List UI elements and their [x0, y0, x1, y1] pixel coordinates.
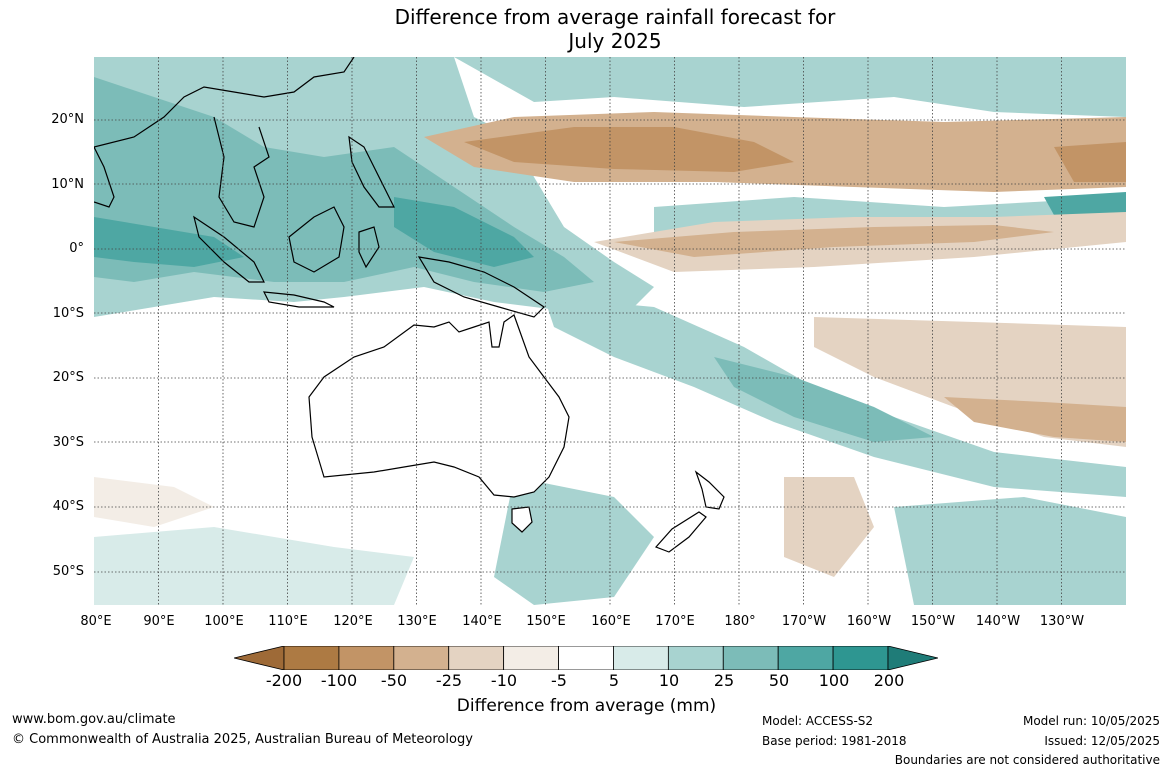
- colorbar-swatch: [283, 646, 340, 670]
- colorbar-arrow-low: [234, 646, 285, 670]
- wet-core-spcz: [714, 357, 934, 442]
- lon-label-150e: 150°E: [526, 614, 566, 629]
- india-tip-outline: [94, 146, 115, 208]
- lon-label-80e: 80°E: [80, 614, 112, 629]
- lon-label-180: 180°: [724, 614, 756, 629]
- new-zealand-south: [654, 511, 707, 553]
- colorbar-swatch: [558, 646, 614, 670]
- lon-label-130w: 130°W: [1039, 614, 1085, 629]
- wet-core-equator-pacific: [1044, 192, 1126, 217]
- philippines-outline: [348, 135, 395, 208]
- colorbar-swatch: [777, 646, 834, 670]
- website-link[interactable]: www.bom.gov.au/climate: [12, 712, 176, 727]
- lon-label-170w: 170°W: [781, 614, 827, 629]
- lon-label-160w: 160°W: [846, 614, 892, 629]
- colorbar-title: Difference from average (mm): [456, 696, 717, 716]
- lon-label-170e: 170°E: [655, 614, 695, 629]
- lon-label-140w: 140°W: [975, 614, 1021, 629]
- colorbar-tick: 200: [873, 671, 905, 690]
- lon-label-140e: 140°E: [462, 614, 502, 629]
- lat-label-30s: 30°S: [52, 435, 84, 450]
- colorbar-swatch: [613, 646, 669, 670]
- colorbar-tick: 25: [713, 671, 735, 690]
- borneo-outline: [288, 206, 345, 273]
- wet-southern-indian-ocean: [94, 527, 414, 605]
- australia-outline: [308, 314, 570, 498]
- base-period-text: Base period: 1981-2018: [762, 734, 907, 748]
- colorbar-tick: 5: [608, 671, 620, 690]
- colorbar-swatch: [393, 646, 450, 670]
- chart-title: Difference from average rainfall forecas…: [0, 5, 1173, 53]
- lat-label-20s: 20°S: [52, 370, 84, 385]
- indochina-outline: [213, 116, 270, 228]
- lon-label-160e: 160°E: [591, 614, 631, 629]
- colorbar-tick: -5: [551, 671, 567, 690]
- dry-core-south-pacific: [944, 397, 1126, 442]
- lon-label-130e: 130°E: [397, 614, 437, 629]
- wet-core-indian-ocean: [94, 217, 244, 267]
- lon-label-90e: 90°E: [143, 614, 175, 629]
- java-outline: [262, 291, 335, 308]
- colorbar-swatches: [234, 646, 938, 670]
- title-line-2: July 2025: [568, 29, 662, 53]
- lon-label-100e: 100°E: [204, 614, 244, 629]
- dry-southern-pacific: [784, 477, 874, 577]
- colorbar-tick: 50: [768, 671, 790, 690]
- colorbar-tick: -100: [320, 671, 358, 690]
- asia-mainland-outline: [94, 57, 355, 148]
- rainfall-anomaly-map: [94, 57, 1126, 605]
- colorbar: [234, 646, 938, 670]
- dry-west-australia: [94, 477, 214, 527]
- colorbar-tick: -200: [265, 671, 303, 690]
- lon-label-120e: 120°E: [333, 614, 373, 629]
- new-zealand-north: [694, 470, 725, 510]
- wet-southern-ocean-nz: [494, 477, 654, 605]
- model-run-text: Model run: 10/05/2025: [1022, 714, 1160, 728]
- new-guinea-outline: [417, 256, 545, 318]
- copyright-text: © Commonwealth of Australia 2025, Austra…: [12, 732, 473, 747]
- lat-label-equator: 0°: [69, 241, 84, 256]
- colorbar-swatch: [722, 646, 779, 670]
- dry-core-north-pacific: [464, 127, 794, 172]
- map-svg: [94, 57, 1126, 605]
- lon-label-150w: 150°W: [910, 614, 956, 629]
- colorbar-tick: 10: [658, 671, 680, 690]
- model-text: Model: ACCESS-S2: [762, 714, 874, 728]
- gridlines: [94, 57, 1126, 605]
- colorbar-swatch: [667, 646, 724, 670]
- colorbar-arrow-high: [887, 646, 938, 670]
- colorbar-swatch: [832, 646, 889, 670]
- lon-label-110e: 110°E: [268, 614, 308, 629]
- sulawesi-outline: [358, 226, 380, 269]
- colorbar-tick: 100: [818, 671, 850, 690]
- colorbar-swatch: [503, 646, 559, 670]
- colorbar-tick: -10: [490, 671, 518, 690]
- lat-label-50s: 50°S: [52, 564, 84, 579]
- disclaimer-text: Boundaries are not considered authoritat…: [894, 753, 1160, 767]
- colorbar-swatch: [448, 646, 505, 670]
- dry-core-north-pacific-east: [1054, 142, 1126, 182]
- lat-label-10s: 10°S: [52, 306, 84, 321]
- colorbar-swatch: [338, 646, 395, 670]
- tasmania-outline: [511, 506, 533, 533]
- title-line-1: Difference from average rainfall forecas…: [394, 5, 836, 29]
- sumatra-outline: [193, 215, 265, 283]
- issued-text: Issued: 12/05/2025: [1044, 734, 1160, 748]
- wet-southern-pacific-east: [894, 497, 1126, 605]
- lat-label-10n: 10°N: [51, 177, 84, 192]
- lat-label-20n: 20°N: [51, 112, 84, 127]
- wet-band-north-pacific: [454, 57, 1126, 117]
- colorbar-tick: -25: [435, 671, 463, 690]
- wet-core-indonesia: [394, 197, 534, 267]
- colorbar-tick: -50: [380, 671, 408, 690]
- lat-label-40s: 40°S: [52, 499, 84, 514]
